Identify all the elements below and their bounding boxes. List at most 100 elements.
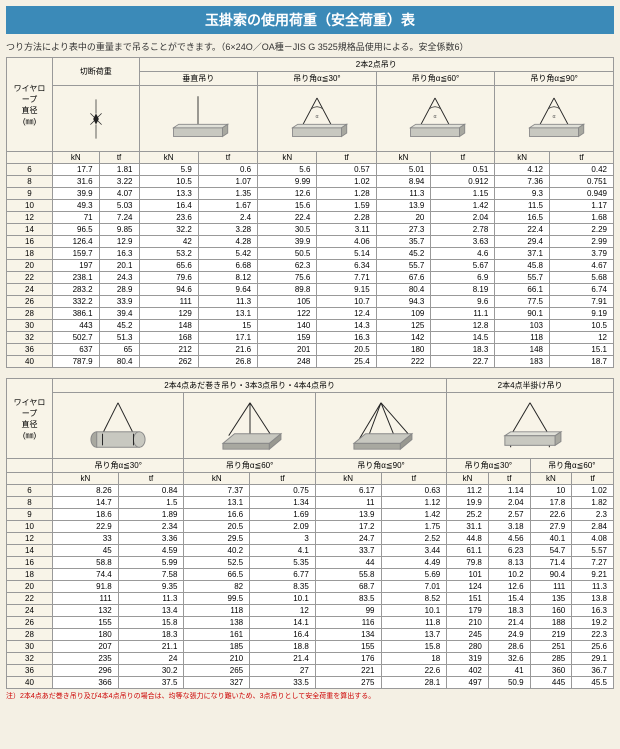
data-cell: 12.8	[431, 320, 495, 332]
data-cell: 9.6	[431, 296, 495, 308]
blank	[7, 459, 53, 473]
data-cell: 6.9	[431, 272, 495, 284]
unit-header: tf	[572, 473, 614, 485]
data-cell: 22.4	[258, 212, 317, 224]
data-cell: 94.3	[376, 296, 431, 308]
table-row: 2413213.4118129910.117918.316016.3	[7, 605, 614, 617]
data-cell: 138	[184, 617, 250, 629]
subtitle: つり方法により表中の重量まで吊ることができます。（6×24O／OA種－JIS G…	[6, 40, 614, 53]
unit-header: kN	[315, 473, 381, 485]
data-cell: 188	[530, 617, 572, 629]
data-cell: 20.5	[317, 344, 376, 356]
table-row: 12333.3629.5324.72.5244.84.5640.14.08	[7, 533, 614, 545]
data-cell: 51.3	[99, 332, 139, 344]
data-cell: 30.5	[258, 224, 317, 236]
data-cell: 0.51	[431, 164, 495, 176]
table-row: 2091.89.35828.3568.77.0112412.611111.3	[7, 581, 614, 593]
data-cell: 18.3	[431, 344, 495, 356]
data-cell: 1.89	[118, 509, 184, 521]
data-cell: 79.8	[447, 557, 489, 569]
data-cell: 6.74	[550, 284, 614, 296]
data-cell: 13.7	[381, 629, 447, 641]
data-cell: 16.3	[317, 332, 376, 344]
blank	[7, 473, 53, 485]
data-cell: 221	[315, 665, 381, 677]
data-cell: 3.79	[550, 248, 614, 260]
data-cell: 245	[447, 629, 489, 641]
data-cell: 28.9	[99, 284, 139, 296]
data-cell: 105	[258, 296, 317, 308]
data-cell: 1.67	[198, 200, 257, 212]
data-cell: 17.8	[530, 497, 572, 509]
data-cell: 25.2	[447, 509, 489, 521]
data-cell: 118	[495, 332, 550, 344]
data-cell: 80.4	[99, 356, 139, 368]
table-row: 26332.233.911111.310510.794.39.677.57.91	[7, 296, 614, 308]
data-cell: 366	[53, 677, 119, 689]
data-cell: 33	[53, 533, 119, 545]
data-cell: 11.3	[198, 296, 257, 308]
data-cell: 2.99	[550, 236, 614, 248]
data-cell: 33.9	[99, 296, 139, 308]
unit-header: tf	[198, 152, 257, 164]
table-row: 68.260.847.370.756.170.6311.21.14101.02	[7, 485, 614, 497]
data-cell: 23.6	[139, 212, 198, 224]
size-cell: 26	[7, 617, 53, 629]
diagram-angle90	[495, 86, 614, 152]
table-row: 28386.139.412913.112212.410911.190.19.19	[7, 308, 614, 320]
data-cell: 53.2	[139, 248, 198, 260]
table-row: 918.61.8916.61.6913.91.4225.22.5722.62.3	[7, 509, 614, 521]
size-cell: 22	[7, 272, 53, 284]
data-cell: 12	[250, 605, 316, 617]
data-cell: 3.44	[381, 545, 447, 557]
data-cell: 179	[447, 605, 489, 617]
data-cell: 222	[376, 356, 431, 368]
data-cell: 159	[258, 332, 317, 344]
data-cell: 11.2	[447, 485, 489, 497]
data-cell: 2.28	[317, 212, 376, 224]
table-row: 4036637.532733.527528.149750.944545.5	[7, 677, 614, 689]
col-group: 2本2点吊り	[139, 58, 614, 72]
data-cell: 32.6	[488, 653, 530, 665]
data-cell: 99.5	[184, 593, 250, 605]
data-cell: 3.63	[431, 236, 495, 248]
data-cell: 18.7	[550, 356, 614, 368]
data-cell: 61.1	[447, 545, 489, 557]
data-cell: 37.1	[495, 248, 550, 260]
diagram-cut	[53, 86, 140, 152]
data-cell: 4.59	[118, 545, 184, 557]
unit-header: kN	[53, 473, 119, 485]
data-cell: 1.35	[198, 188, 257, 200]
col-sub: 吊り角α≦60°	[184, 459, 315, 473]
diagram-3pt	[184, 393, 315, 459]
data-cell: 20.5	[184, 521, 250, 533]
unit-header: kN	[376, 152, 431, 164]
data-cell: 1.5	[118, 497, 184, 509]
data-cell: 5.69	[381, 569, 447, 581]
data-cell: 109	[376, 308, 431, 320]
col-sub: 吊り角α≦60°	[376, 72, 495, 86]
data-cell: 6.17	[315, 485, 381, 497]
size-cell: 9	[7, 188, 53, 200]
data-cell: 15.4	[488, 593, 530, 605]
data-cell: 12.4	[317, 308, 376, 320]
data-cell: 13.1	[184, 497, 250, 509]
data-cell: 9.85	[99, 224, 139, 236]
data-cell: 122	[258, 308, 317, 320]
diagram-cylinder	[53, 393, 184, 459]
size-cell: 40	[7, 356, 53, 368]
data-cell: 248	[258, 356, 317, 368]
data-cell: 185	[184, 641, 250, 653]
data-cell: 8.12	[198, 272, 257, 284]
data-cell: 1.81	[99, 164, 139, 176]
data-cell: 360	[530, 665, 572, 677]
data-cell: 4.56	[488, 533, 530, 545]
unit-header: tf	[381, 473, 447, 485]
data-cell: 176	[315, 653, 381, 665]
data-cell: 129	[139, 308, 198, 320]
data-cell: 1.42	[381, 509, 447, 521]
size-cell: 24	[7, 605, 53, 617]
data-cell: 4.67	[550, 260, 614, 272]
data-cell: 42	[139, 236, 198, 248]
size-cell: 28	[7, 629, 53, 641]
